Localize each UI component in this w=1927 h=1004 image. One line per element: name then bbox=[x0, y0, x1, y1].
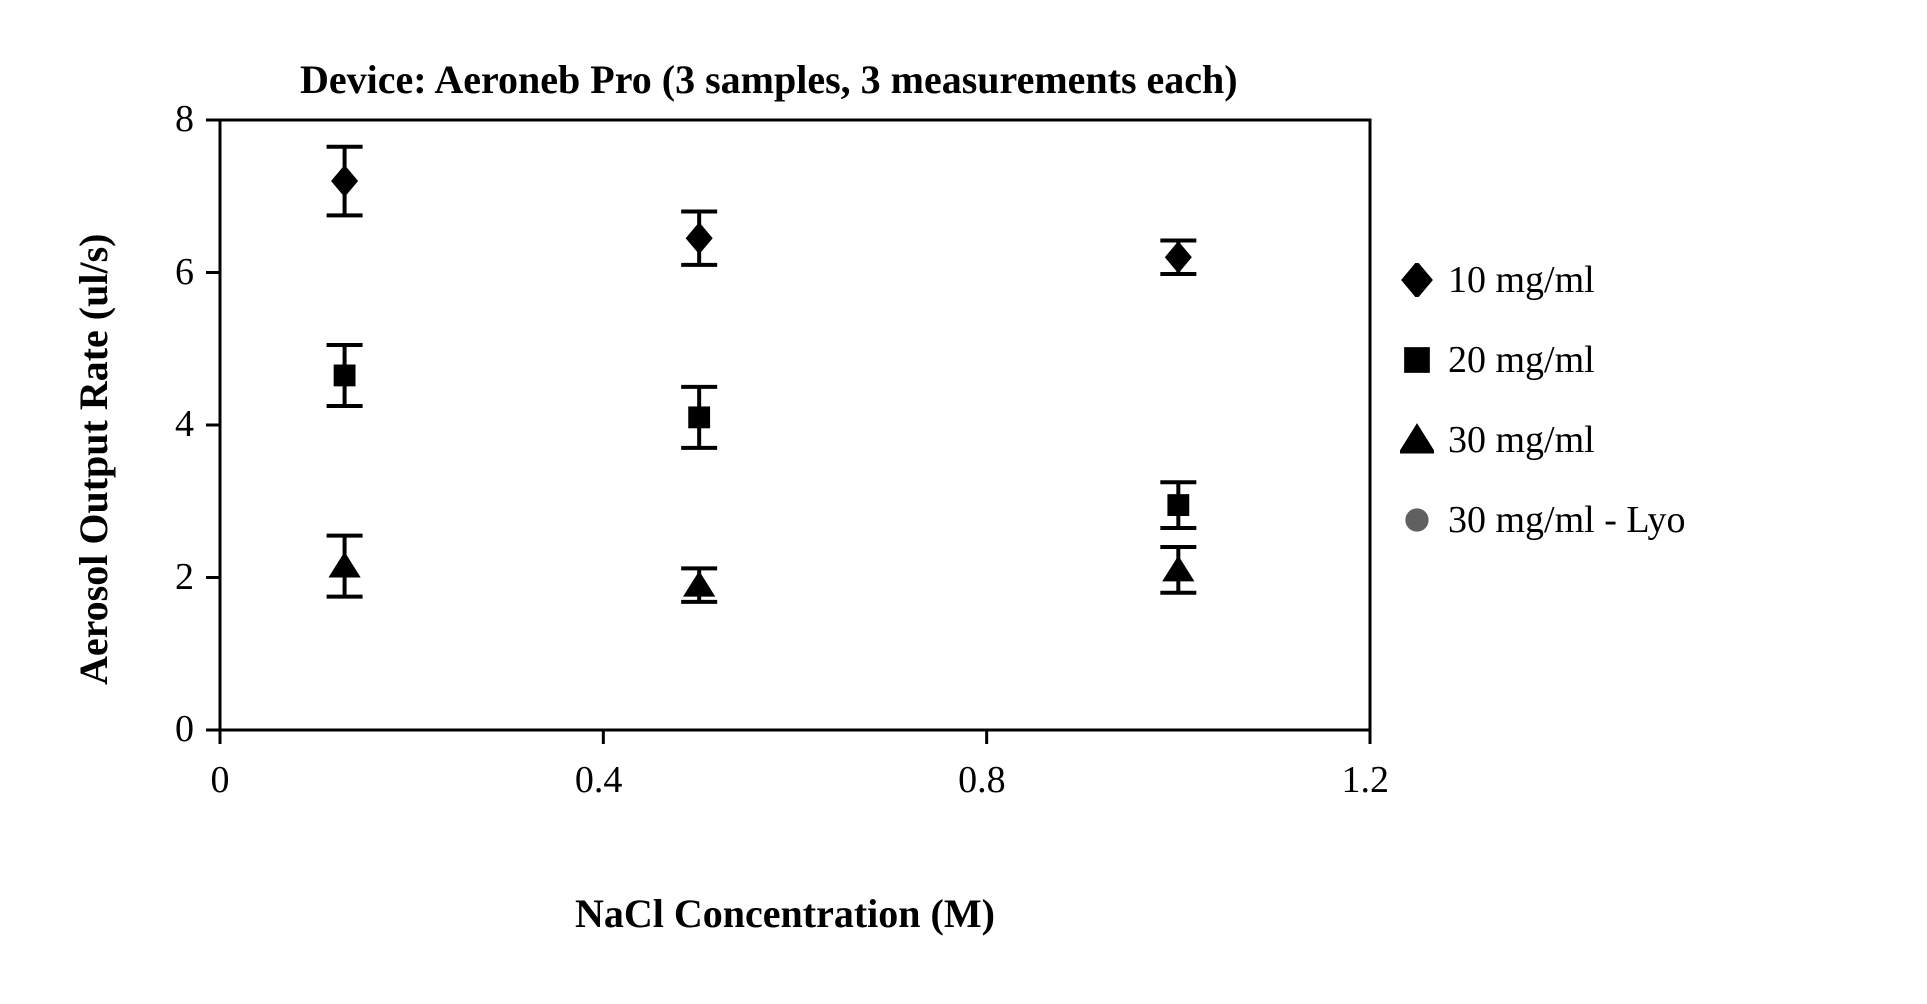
legend-item: 30 mg/ml - Lyo bbox=[1400, 480, 1686, 560]
x-tick-label: 0.4 bbox=[575, 758, 623, 802]
legend-item: 20 mg/ml bbox=[1400, 320, 1686, 400]
legend-label: 10 mg/ml bbox=[1448, 258, 1595, 302]
y-tick-label: 6 bbox=[175, 250, 194, 294]
legend-marker-circle-icon bbox=[1400, 503, 1434, 537]
legend-item: 30 mg/ml bbox=[1400, 400, 1686, 480]
legend-marker-triangle-icon bbox=[1400, 423, 1434, 457]
y-tick-label: 0 bbox=[175, 707, 194, 751]
x-tick-label: 1.2 bbox=[1342, 758, 1390, 802]
y-tick-label: 4 bbox=[175, 402, 194, 446]
legend-marker-diamond-icon bbox=[1400, 263, 1434, 297]
y-tick-label: 2 bbox=[175, 555, 194, 599]
legend-marker-square-icon bbox=[1400, 343, 1434, 377]
legend-label: 30 mg/ml - Lyo bbox=[1448, 498, 1686, 542]
x-tick-label: 0 bbox=[211, 758, 230, 802]
legend: 10 mg/ml 20 mg/ml 30 mg/ml 30 mg/ml - Lyo bbox=[1400, 240, 1686, 560]
legend-label: 30 mg/ml bbox=[1448, 418, 1595, 462]
legend-label: 20 mg/ml bbox=[1448, 338, 1595, 382]
chart-page: { "chart": { "type": "scatter-error", "t… bbox=[0, 0, 1927, 1004]
y-tick-label: 8 bbox=[175, 97, 194, 141]
x-tick-label: 0.8 bbox=[958, 758, 1006, 802]
legend-item: 10 mg/ml bbox=[1400, 240, 1686, 320]
